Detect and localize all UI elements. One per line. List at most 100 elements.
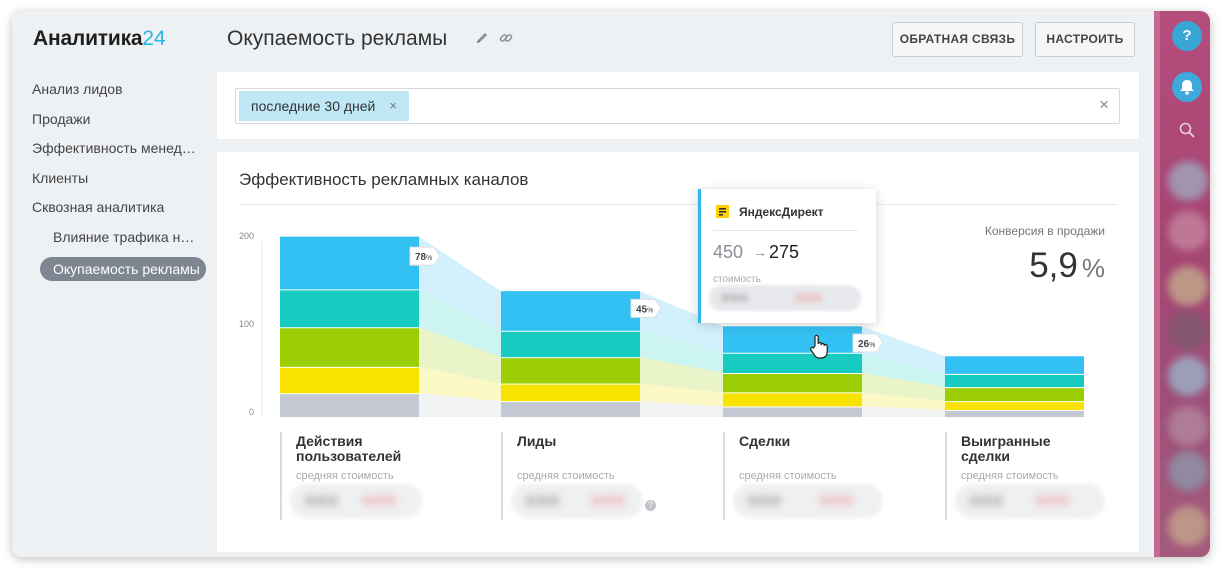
flow-band [640,401,723,417]
flow-band [640,383,723,407]
bar-segment[interactable] [280,393,419,417]
tooltip-from-value: 450 [713,242,744,262]
stage-cost-label: средняя стоимость [961,470,1059,482]
conversion-rate-unit: % [647,307,653,314]
sidebar-item-clients[interactable]: Клиенты [32,169,89,186]
bar-segment[interactable] [501,401,640,417]
logo-accent: 24 [142,27,166,50]
tooltip-cost-label: стоимость [713,274,761,285]
flow-band [419,366,501,402]
stage-name: Действия пользователей [296,433,402,464]
settings-button[interactable]: НАСТРОИТЬ [1035,22,1135,57]
blurred-cost-value: ●●● ●●● [955,484,1105,518]
stage-cost-label: средняя стоимость [296,470,394,482]
stage-leads: Лиды средняя стоимость ●●● ●●● ? [501,432,701,527]
blurred-avatar [1168,356,1208,396]
help-icon[interactable]: ? [645,500,656,511]
bar-segment[interactable] [945,409,1084,417]
help-button[interactable]: ? [1172,21,1202,51]
sidebar-nav: Анализ лидов Продажи Эффективность менед… [12,75,217,281]
sidebar-item-manager-efficiency[interactable]: Эффективность менеджеров [32,140,202,156]
feedback-button[interactable]: ОБРАТНАЯ СВЯЗЬ [892,22,1023,57]
bar-segment[interactable] [945,356,1084,374]
blurred-avatar [1168,451,1208,491]
bar-segment[interactable] [280,236,419,290]
blurred-cost-value: ●●● ●●● [511,484,643,518]
sidebar-item-leads-analysis[interactable]: Анализ лидов [32,81,123,97]
stage-name: Выигранные сделки [961,433,1051,464]
stage-name: Сделки [739,433,791,449]
bar-segment[interactable] [723,326,862,353]
bar-segment[interactable] [723,392,862,407]
sidebar-item-sales[interactable]: Продажи [32,110,91,127]
flow-band [862,352,945,388]
stage-deals: Сделки средняя стоимость ●●● ●●● [723,432,923,527]
sidebar-item-end-to-end-analytics[interactable]: Сквозная аналитика [32,199,165,215]
logo-text: Аналитика [33,27,143,50]
blurred-avatar [1168,311,1208,351]
blurred-avatar [1168,161,1208,201]
conversion-rate-unit: % [869,342,875,349]
period-chip-label: последние 30 дней [251,98,376,114]
flow-band [419,236,501,331]
conversion-value: 5,9% [1029,246,1105,286]
sidebar-subitem-ad-roi-active[interactable]: Окупаемость рекламы [40,257,206,281]
conversion-number: 5,9 [1029,246,1078,285]
conversion-rate-label: 78% [409,246,441,266]
flow-band [640,291,723,353]
period-filter-input[interactable]: последние 30 дней × × [235,88,1120,124]
tooltip-divider [713,230,858,231]
y-tick-label: 200 [239,231,254,241]
bar-segment[interactable] [723,373,862,393]
conversion-rate-value: 78% [415,252,432,263]
blurred-avatar [1168,211,1208,251]
flow-band [862,406,945,417]
stage-divider [945,432,947,520]
bar-segment[interactable] [501,383,640,402]
bar-segment[interactable] [280,366,419,394]
clear-filter-icon[interactable]: × [1099,95,1109,114]
bar-segment[interactable] [945,387,1084,402]
tooltip-source-name: ЯндексДирект [739,205,824,219]
bell-icon [1180,80,1194,95]
bar-segment[interactable] [280,289,419,328]
bar-segment[interactable] [501,357,640,384]
chip-remove-icon[interactable]: × [389,98,397,113]
stage-cost-label: средняя стоимость [517,470,615,482]
flow-band [640,357,723,393]
bar-segment[interactable] [723,352,862,373]
bar-segment[interactable] [945,373,1084,388]
bar-segment[interactable] [280,327,419,367]
link-icon[interactable] [498,30,514,46]
tooltip-to-value: 275 [769,242,800,262]
toolbar-edge [1154,11,1160,557]
funnel-chart: 0 100 200 78% 45% 26% [239,231,1084,417]
channel-tooltip: ЯндексДирект 450 → 275 стоимость ●●● ●●● [698,189,876,323]
blurred-avatar [1168,266,1208,306]
search-icon[interactable] [1178,121,1196,139]
blurred-cost-value: ●●● ●●● [290,484,422,518]
bar-segment[interactable] [723,406,862,417]
arrow-right-icon: → [753,244,767,260]
yandex-direct-icon [716,205,729,218]
logo[interactable]: Аналитика24 [33,27,166,51]
period-chip[interactable]: последние 30 дней × [239,91,409,121]
blurred-avatar [1168,506,1208,546]
flow-band [862,373,945,402]
flow-band [419,393,501,417]
bar-segment[interactable] [501,291,640,331]
conversion-label: Конверсия в продажи [984,224,1105,238]
flow-band [862,392,945,410]
chart-title: Эффективность рекламных каналов [239,170,529,189]
hand-cursor-icon [810,334,828,359]
chart-panel: Эффективность рекламных каналов 0 100 200 7… [217,152,1139,552]
pencil-icon[interactable] [474,30,490,46]
conversion-rate-label: 26% [852,333,884,353]
bar-segment[interactable] [501,330,640,358]
divider [239,204,1117,205]
bar-segment[interactable] [945,401,1084,410]
sidebar-subitem-traffic-influence[interactable]: Влияние трафика на продажи [53,228,202,245]
page-title: Окупаемость рекламы [227,27,448,50]
notifications-button[interactable] [1172,72,1202,102]
right-toolbar: ? [1154,11,1210,557]
